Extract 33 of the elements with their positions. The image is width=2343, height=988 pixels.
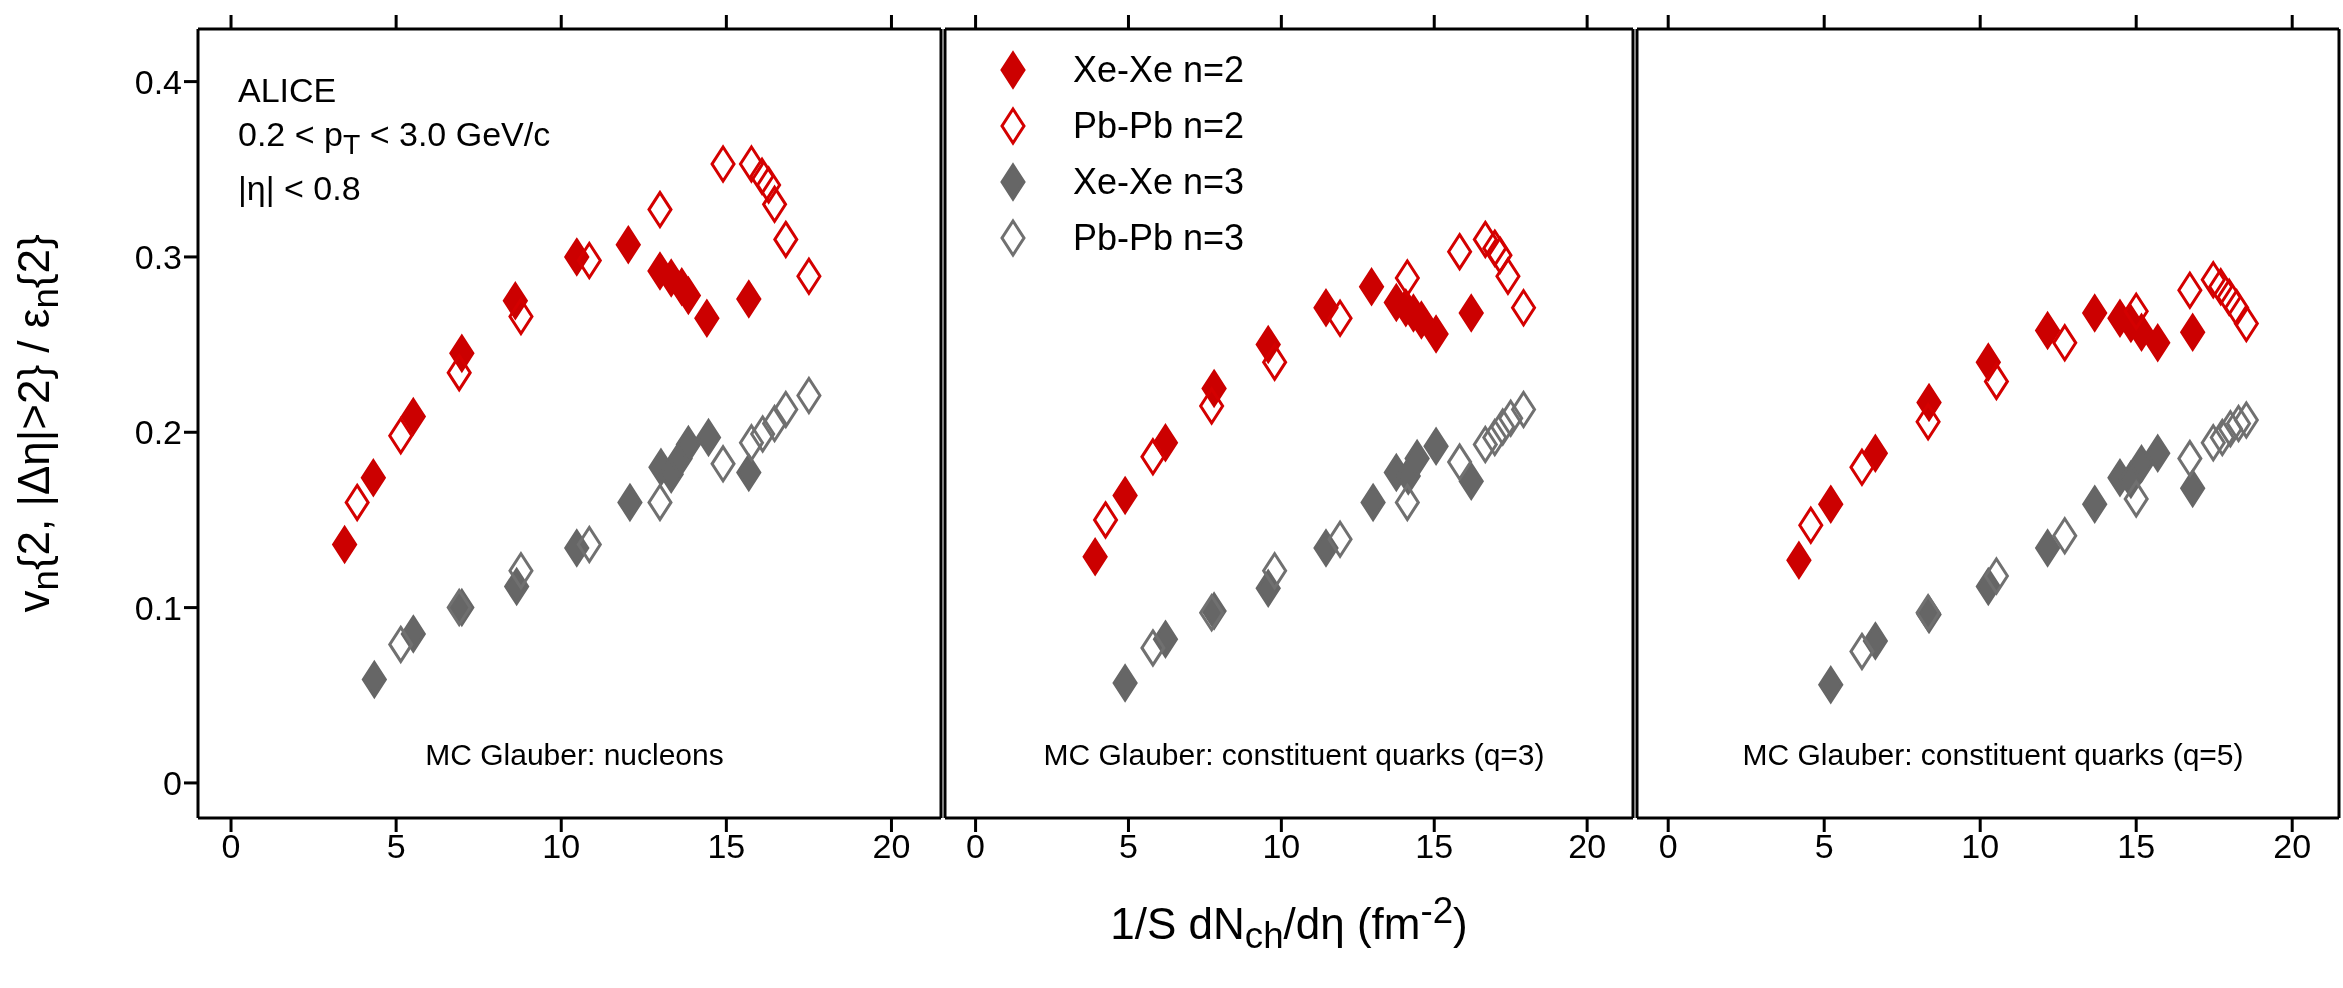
y-tick-label: 0.2 <box>134 413 182 452</box>
y-tick-label: 0.3 <box>134 238 182 276</box>
x-tick-label: 15 <box>707 827 746 866</box>
y-tick-label: 0.4 <box>134 62 182 101</box>
annotation: |η| < 0.8 <box>238 167 362 209</box>
annotation: MC Glauber: nucleons <box>424 738 725 772</box>
point <box>762 405 788 442</box>
legend-label: Pb-Pb n=3 <box>1073 217 1245 259</box>
annotation: ALICE <box>238 70 338 111</box>
x-tick-label: 10 <box>1262 827 1301 866</box>
x-tick-label: 10 <box>1961 827 2000 866</box>
legend-label: Pb-Pb n=2 <box>1073 105 1245 147</box>
x-tick-label: 10 <box>542 827 581 866</box>
annotation: 0.2 < p$_{T}$ < 3.0 GeV/c <box>238 114 551 162</box>
x-tick-label: 5 <box>1814 827 1834 866</box>
y-tick-label: 0 <box>163 764 182 802</box>
x-tick-label: 0 <box>221 827 241 866</box>
x-tick-label: 0 <box>966 827 986 866</box>
legend-label: Xe-Xe n=3 <box>1073 161 1245 203</box>
x-tick-label: 20 <box>872 827 911 866</box>
legend-label: Xe-Xe n=2 <box>1073 49 1245 91</box>
y-tick-label: 0.1 <box>134 588 182 627</box>
x-tick-label: 20 <box>1568 827 1607 866</box>
annotation: MC Glauber: constituent quarks (q=3) <box>1042 738 1546 772</box>
x-tick-label: 5 <box>386 827 406 866</box>
x-tick-label: 0 <box>1658 827 1678 866</box>
x-tick-label: 20 <box>2273 827 2312 866</box>
x-tick-label: 15 <box>1415 827 1454 866</box>
annotation: MC Glauber: constituent quarks (q=5) <box>1741 738 2245 772</box>
point <box>2226 405 2252 442</box>
x-axis-title: 1/S dN$_{ch}$/dη (fm$^{-2}$) <box>1109 890 1469 958</box>
x-tick-label: 5 <box>1119 827 1138 866</box>
x-tick-label: 15 <box>2117 827 2156 866</box>
